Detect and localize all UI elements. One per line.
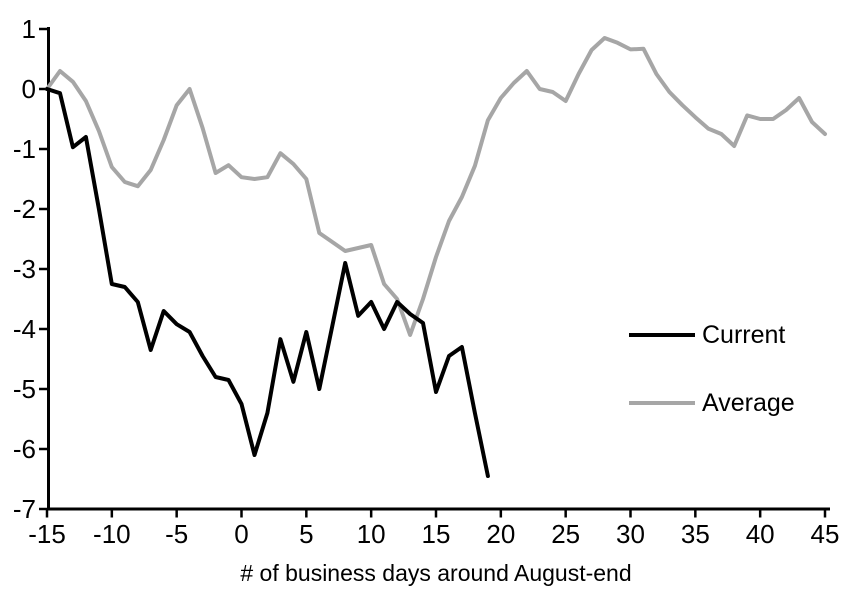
y-tick-label: -1 [13,134,36,164]
y-tick-label: -6 [13,434,36,464]
x-tick-label: -5 [165,519,188,549]
legend-label-current: Current [702,320,786,349]
legend-swatch-average-line [629,401,695,405]
x-tick-label: 40 [746,519,775,549]
series-lines [45,36,827,478]
x-tick-label: 10 [357,519,386,549]
legend-swatch-current-line [629,333,695,337]
y-tick-label: -2 [13,194,36,224]
series-current-line [45,87,490,478]
y-tick-label: 0 [22,74,36,104]
y-tick-label: -7 [13,494,36,524]
legend-item-average: Average [629,388,795,418]
legend-item-current: Current [629,320,785,350]
x-tick-label: 30 [616,519,645,549]
series-average-line [45,36,827,337]
y-tick-label: -5 [13,374,36,404]
x-tick-label: 0 [234,519,248,549]
x-tick-label: 20 [486,519,515,549]
x-tick-label: 35 [681,519,710,549]
x-tick-label: 25 [551,519,580,549]
axes: 10-1-2-3-4-5-6-7-15 -10 -5 0 5 10 15 20 25 30 35 40… [13,14,840,549]
y-tick-label: -4 [13,314,36,344]
x-tick-label: 45 [811,519,840,549]
legend-label-average: Average [702,388,795,417]
x-tick-label: -15 [28,519,66,549]
x-tick-label: -10 [93,519,131,549]
x-tick-label: 15 [422,519,451,549]
y-tick-label: -3 [13,254,36,284]
y-tick-label: 1 [22,14,36,44]
x-axis-title: # of business days around August-end [240,560,632,586]
x-tick-label: 5 [299,519,313,549]
